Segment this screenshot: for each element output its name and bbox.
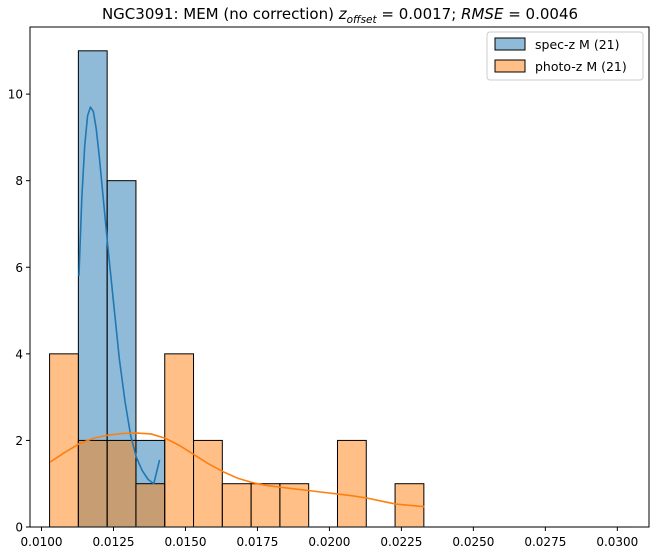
title-z-variable: z [338,5,348,23]
legend-label-spec-z: spec-z M (21) [535,37,619,52]
x-tick-label: 0.0250 [452,535,494,549]
y-tick-label: 2 [15,434,23,448]
legend-swatch-spec-z [494,37,526,51]
x-tick-label: 0.0225 [380,535,422,549]
histogram-bar-photo-z-5 [193,439,223,528]
histogram-bar-photo-z-1 [77,439,108,528]
kde-curve-photo-z [49,432,425,508]
legend-swatch-photo-z [494,59,526,73]
legend-label-photo-z: photo-z M (21) [535,59,627,74]
x-tick-label: 0.0150 [164,535,206,549]
y-tick-label: 6 [15,261,23,275]
histogram-bar-photo-z-7 [250,483,281,528]
y-tick-label: 8 [15,174,23,188]
title-z-subscript: offset [347,14,378,26]
title-prefix: NGC3091: MEM (no correction) [102,5,339,23]
x-tick-label: 0.0125 [92,535,134,549]
histogram-bar-photo-z-6 [221,483,252,528]
legend: spec-z M (21) photo-z M (21) [486,31,644,81]
x-tick-label: 0.0175 [236,535,278,549]
x-tick-label: 0.0100 [21,535,63,549]
histogram-bar-photo-z-10 [336,439,367,528]
kde-curves [49,106,425,508]
title-z-value: = 0.0017; [377,5,461,23]
plot-frame [29,26,650,528]
histogram-bar-photo-z-2 [106,439,137,528]
histogram-bars [49,50,425,528]
title-rmse-variable: RMSE [461,5,504,23]
legend-box [486,31,644,81]
histogram-bar-photo-z-0 [49,353,79,528]
title-rmse-value: = 0.0046 [503,5,578,23]
x-axis-ticks: 0.0100 0.0125 0.0150 0.0175 0.0200 0.0225 0.02… [21,527,638,549]
histogram-bar-photo-z-3 [135,483,166,528]
y-tick-label: 10 [8,88,23,102]
x-tick-label: 0.0200 [308,535,350,549]
y-axis-ticks: 0 2 4 6 8 10 [8,88,30,535]
y-tick-label: 4 [15,347,23,361]
x-tick-label: 0.0300 [596,535,638,549]
histogram-bar-photo-z-8 [279,483,310,528]
y-tick-label: 0 [15,521,23,535]
x-tick-label: 0.0275 [524,535,566,549]
chart-title: NGC3091: MEM (no correction) zoffset = 0… [102,5,578,26]
kde-curve-spec-z [78,106,161,485]
